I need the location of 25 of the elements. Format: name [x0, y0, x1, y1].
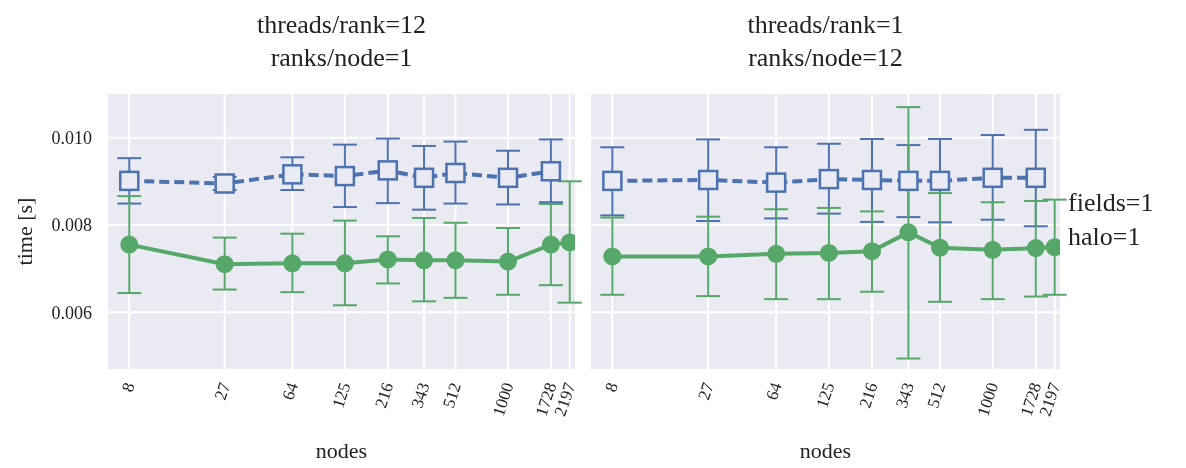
x-tick-label: 125	[328, 380, 355, 411]
x-tick-label: 1000	[488, 380, 518, 419]
chart-title: threads/rank=12 ranks/node=1	[255, 9, 428, 74]
x-tick-label: 8	[601, 380, 622, 395]
x-tick-label: 343	[407, 380, 434, 411]
chart-title: threads/rank=1 ranks/node=12	[746, 9, 905, 74]
x-axis-title: nodes	[315, 438, 368, 463]
x-tick-label: 27	[210, 379, 235, 403]
x-tick-label: 216	[855, 380, 882, 411]
text: fields=1 halo=1	[1068, 187, 1154, 253]
x-tick-label: 64	[762, 379, 786, 403]
y-tick-label: 0.010	[51, 127, 92, 148]
x-tick-label: 1000	[973, 380, 1003, 419]
x-tick-label: 512	[438, 380, 465, 411]
x-tick-label: 216	[371, 380, 398, 411]
x-tick-label: 27	[694, 379, 718, 403]
y-tick-label: 0.006	[51, 302, 92, 323]
y-axis-title: time [s]	[11, 197, 37, 266]
x-axis-title: nodes	[799, 438, 852, 463]
y-tick-label: 0.008	[51, 215, 92, 236]
x-tick-label: 343	[891, 380, 918, 411]
x-tick-label: 64	[278, 379, 302, 403]
x-tick-label: 125	[812, 380, 839, 411]
x-tick-label: 8	[118, 380, 139, 395]
x-tick-label: 512	[923, 380, 950, 411]
